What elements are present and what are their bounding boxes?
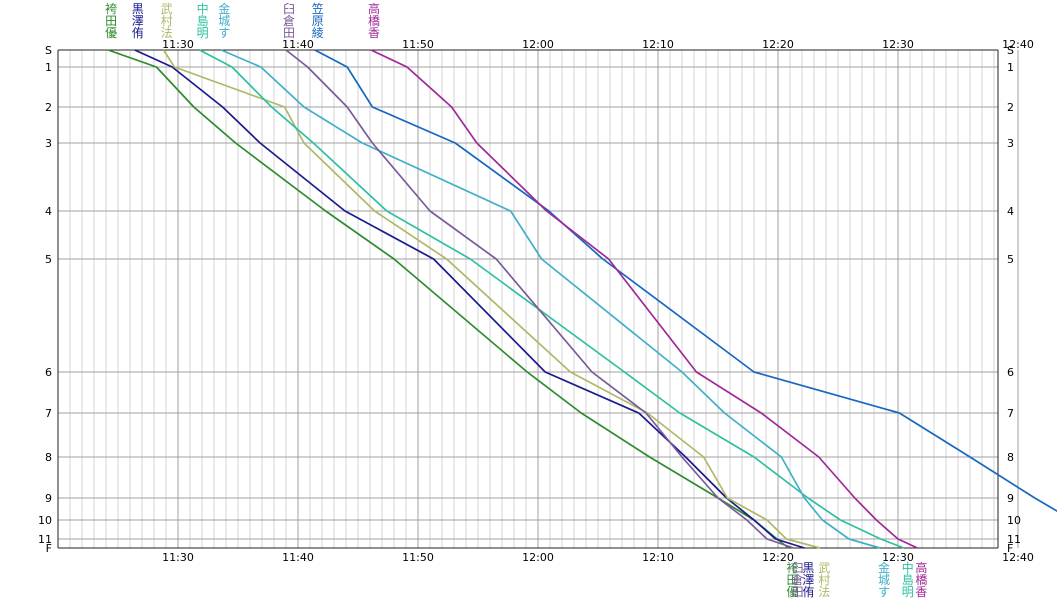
y-tick-label-left: 3: [45, 137, 52, 150]
y-tick-label-right: 11: [1007, 533, 1021, 546]
y-tick-label-left: 6: [45, 366, 52, 379]
runner-start-label: 袴田優: [105, 2, 117, 40]
runner-finish-label: 袴田優: [787, 561, 799, 599]
x-tick-label-top: 12:40: [1002, 38, 1034, 51]
y-tick-label-right: 7: [1007, 407, 1014, 420]
x-ticks-top: 11:30 11:40 11:50 12:00 12:10 12:20 12:30 12:40: [162, 38, 1034, 51]
series-line: [199, 49, 905, 549]
runner-start-label: 笠原綾: [312, 1, 324, 40]
series-line: [162, 49, 821, 549]
x-tick-label-top: 12:00: [522, 38, 554, 51]
x-ticks-bottom: 11:30 11:40 11:50 12:00 12:10 12:20 12:30 12:40: [162, 551, 1034, 564]
y-ticks-left: S 1 2 3 4 5 6 7 8 9 10 11F: [38, 44, 52, 555]
y-tick-label-left: 11: [38, 533, 52, 546]
y-tick-label-left: F: [46, 542, 52, 555]
x-tick-label-bottom: 12:00: [522, 551, 554, 564]
x-tick-label-top: 11:40: [282, 38, 314, 51]
x-tick-label-top: 12:30: [882, 38, 914, 51]
series-line: [314, 49, 1057, 513]
runner-finish-label: 金城す: [878, 560, 890, 599]
y-tick-label-right: 6: [1007, 366, 1014, 379]
y-tick-label-left: 2: [45, 101, 52, 114]
y-tick-label-left: 8: [45, 451, 52, 464]
y-tick-label-right: 1: [1007, 61, 1014, 74]
x-tick-label-bottom: 12:10: [642, 551, 674, 564]
runner-start-label: 中島明: [197, 1, 209, 40]
y-tick-label-left: 9: [45, 492, 52, 505]
x-tick-label-bottom: 12:40: [1002, 551, 1034, 564]
runner-finish-label: 高橋香: [915, 560, 927, 599]
runner-finish-label: 中島明: [902, 560, 914, 599]
series-line: [285, 49, 794, 549]
runner-finish-label: 黒澤侑: [802, 561, 814, 599]
runner-start-label: 高橋香: [368, 1, 380, 40]
y-tick-label-right: 9: [1007, 492, 1014, 505]
y-tick-label-left: 1: [45, 61, 52, 74]
runner-start-label: 黒澤侑: [132, 2, 144, 40]
y-tick-label-left: 7: [45, 407, 52, 420]
y-tick-label-right: 10: [1007, 514, 1021, 527]
x-tick-label-bottom: 11:30: [162, 551, 194, 564]
y-tick-label-left: 5: [45, 253, 52, 266]
y-tick-label-right: 3: [1007, 137, 1014, 150]
x-tick-label-bottom: 11:50: [402, 551, 434, 564]
plot-area: [58, 50, 998, 548]
runner-finish-label: 臼倉田: [792, 560, 804, 599]
series-line: [370, 49, 918, 549]
y-tick-label-left: 4: [45, 205, 52, 218]
y-ticks-right: S 1 2 3 4 5 6 7 8 9 10 11F: [1007, 44, 1021, 555]
series-line: [220, 49, 881, 549]
y-tick-label-right: F: [1007, 542, 1013, 555]
x-tick-label-top: 12:10: [642, 38, 674, 51]
y-tick-label-right: 2: [1007, 101, 1014, 114]
x-tick-label-bottom: 12:20: [762, 551, 794, 564]
x-tick-label-bottom: 11:40: [282, 551, 314, 564]
x-tick-label-top: 11:50: [402, 38, 434, 51]
y-tick-label-right: 5: [1007, 253, 1014, 266]
y-tick-label-right: S: [1007, 44, 1014, 57]
runner-start-label: 武村法: [161, 2, 173, 40]
runner-start-label: 金城す: [218, 1, 230, 40]
y-tick-label-right: 4: [1007, 205, 1014, 218]
runner-start-label: 臼倉田: [283, 1, 295, 40]
y-tick-label-left: S: [45, 44, 52, 57]
y-tick-label-left: 10: [38, 514, 52, 527]
runner-finish-label: 武村法: [818, 561, 830, 599]
minor-grid: [69, 50, 995, 548]
x-tick-label-top: 12:20: [762, 38, 794, 51]
series-lines: [107, 49, 1057, 549]
x-tick-label-top: 11:30: [162, 38, 194, 51]
y-tick-label-right: 8: [1007, 451, 1014, 464]
series-line: [134, 49, 805, 549]
x-tick-label-bottom: 12:30: [882, 551, 914, 564]
